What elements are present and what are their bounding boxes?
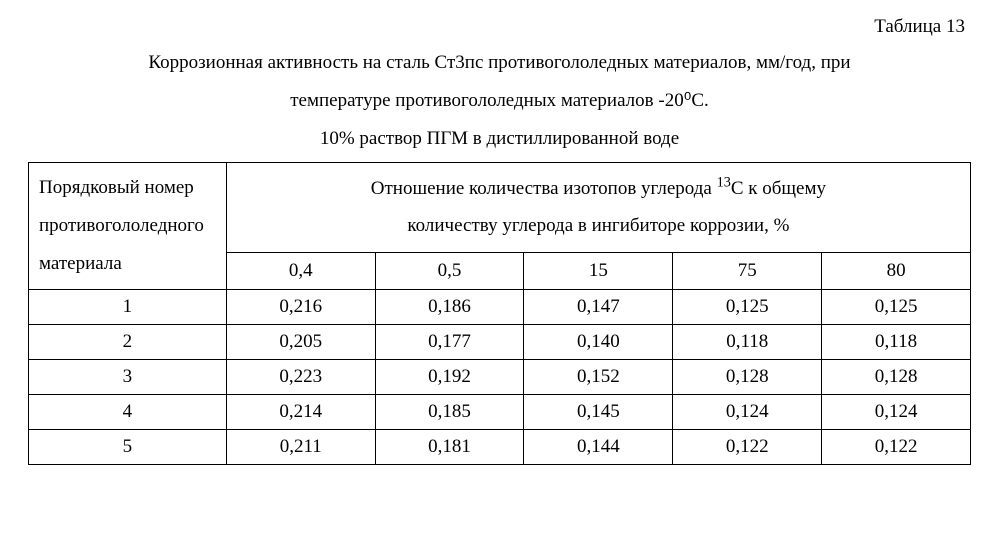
cell: 0,145 xyxy=(524,395,673,430)
cell: 0,181 xyxy=(375,430,524,465)
row-number: 2 xyxy=(29,325,227,360)
cell: 0,152 xyxy=(524,360,673,395)
table-row: 2 0,205 0,177 0,140 0,118 0,118 xyxy=(29,325,971,360)
col-head-3: 75 xyxy=(673,253,822,290)
header-left-line-3: материала xyxy=(39,253,122,274)
row-number: 3 xyxy=(29,360,227,395)
cell: 0,214 xyxy=(226,395,375,430)
col-head-1: 0,5 xyxy=(375,253,524,290)
header-row-1: Порядковый номер противогололедного мате… xyxy=(29,163,971,253)
cell: 0,185 xyxy=(375,395,524,430)
cell: 0,122 xyxy=(822,430,971,465)
table-row: 5 0,211 0,181 0,144 0,122 0,122 xyxy=(29,430,971,465)
row-number: 1 xyxy=(29,290,227,325)
cell: 0,118 xyxy=(673,325,822,360)
cell: 0,223 xyxy=(226,360,375,395)
row-number: 4 xyxy=(29,395,227,430)
cell: 0,205 xyxy=(226,325,375,360)
header-mid: Отношение количества изотопов углерода 1… xyxy=(226,163,970,253)
table-row: 4 0,214 0,185 0,145 0,124 0,124 xyxy=(29,395,971,430)
cell: 0,216 xyxy=(226,290,375,325)
cell: 0,192 xyxy=(375,360,524,395)
row-number: 5 xyxy=(29,430,227,465)
header-left-line-1: Порядковый номер xyxy=(39,177,194,198)
cell: 0,144 xyxy=(524,430,673,465)
cell: 0,124 xyxy=(673,395,822,430)
caption-line-2: температуре противогололедных материалов… xyxy=(290,90,709,111)
data-table: Порядковый номер противогололедного мате… xyxy=(28,162,971,465)
col-head-4: 80 xyxy=(822,253,971,290)
caption-line-1: Коррозионная активность на сталь Ст3пс п… xyxy=(148,52,850,73)
table-number: Таблица 13 xyxy=(28,16,965,38)
header-mid-pre: Отношение количества изотопов углерода xyxy=(371,178,717,199)
header-mid-post: С к общему xyxy=(731,178,826,199)
col-head-0: 0,4 xyxy=(226,253,375,290)
cell: 0,177 xyxy=(375,325,524,360)
cell: 0,147 xyxy=(524,290,673,325)
cell: 0,124 xyxy=(822,395,971,430)
col-head-2: 15 xyxy=(524,253,673,290)
header-left: Порядковый номер противогололедного мате… xyxy=(29,163,227,290)
cell: 0,128 xyxy=(673,360,822,395)
cell: 0,140 xyxy=(524,325,673,360)
table-body: 1 0,216 0,186 0,147 0,125 0,125 2 0,205 … xyxy=(29,290,971,465)
cell: 0,186 xyxy=(375,290,524,325)
table-row: 1 0,216 0,186 0,147 0,125 0,125 xyxy=(29,290,971,325)
cell: 0,125 xyxy=(822,290,971,325)
caption-line-3: 10% раствор ПГМ в дистиллированной воде xyxy=(320,128,679,149)
table-row: 3 0,223 0,192 0,152 0,128 0,128 xyxy=(29,360,971,395)
cell: 0,122 xyxy=(673,430,822,465)
cell: 0,128 xyxy=(822,360,971,395)
header-mid-sup: 13 xyxy=(717,175,731,191)
cell: 0,118 xyxy=(822,325,971,360)
cell: 0,211 xyxy=(226,430,375,465)
header-mid-line-2: количеству углерода в ингибиторе коррози… xyxy=(407,215,789,236)
header-left-line-2: противогололедного xyxy=(39,215,204,236)
cell: 0,125 xyxy=(673,290,822,325)
table-caption: Коррозионная активность на сталь Ст3пс п… xyxy=(40,44,960,158)
